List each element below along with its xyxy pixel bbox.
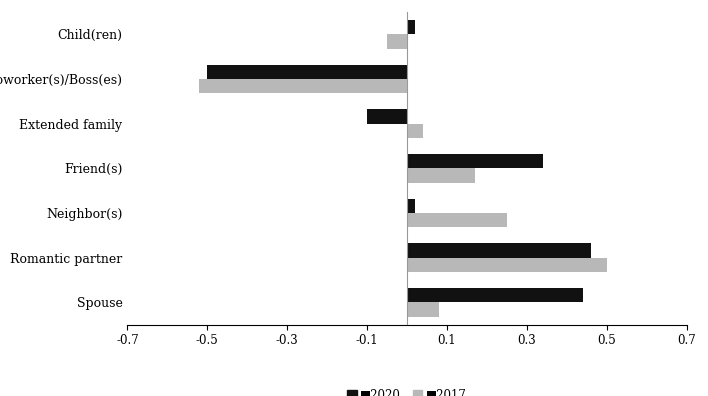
Bar bbox=[407, 288, 583, 303]
Bar bbox=[200, 79, 407, 93]
Bar bbox=[407, 213, 507, 227]
Bar bbox=[207, 65, 407, 79]
Bar bbox=[407, 124, 423, 138]
Bar bbox=[407, 199, 415, 213]
Bar bbox=[367, 109, 407, 124]
Bar bbox=[407, 258, 607, 272]
Bar bbox=[407, 154, 543, 168]
Bar bbox=[407, 303, 439, 317]
Bar bbox=[407, 244, 591, 258]
Bar bbox=[387, 34, 407, 49]
Bar bbox=[407, 168, 475, 183]
Bar bbox=[407, 20, 415, 34]
Legend: ■2020, ■2017: ■2020, ■2017 bbox=[343, 384, 472, 396]
